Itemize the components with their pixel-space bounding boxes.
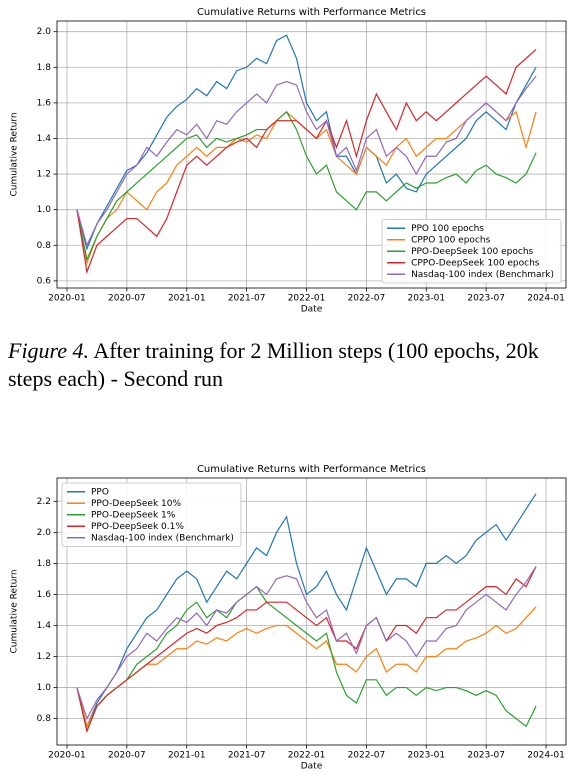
y-tick-label: 0.8	[37, 714, 52, 724]
x-tick-label: 2021-07	[228, 751, 266, 761]
x-tick-label: 2021-07	[228, 294, 266, 304]
chart-title: Cumulative Returns with Performance Metr…	[197, 464, 426, 475]
x-tick-label: 2021-01	[168, 294, 206, 304]
series-line	[76, 566, 537, 734]
series-line	[76, 49, 537, 275]
legend-label: Nasdaq-100 index (Benchmark)	[91, 533, 234, 543]
x-tick-label: 2023-07	[467, 294, 505, 304]
y-tick-label: 1.8	[37, 559, 52, 569]
y-tick-label: 1.0	[37, 205, 52, 215]
legend-label: PPO-DeepSeek 10%	[91, 499, 181, 509]
y-tick-label: 1.6	[37, 590, 52, 600]
y-tick-label: 2.2	[37, 497, 51, 507]
series-line	[76, 585, 537, 734]
y-tick-label: 1.4	[37, 621, 52, 631]
legend-label: PPO-DeepSeek 100 epochs	[411, 247, 533, 257]
x-tick-label: 2023-01	[407, 751, 445, 761]
legend-label: PPO	[91, 487, 109, 497]
chart: Cumulative Returns with Performance Metr…	[10, 7, 567, 315]
x-tick-label: 2022-07	[348, 294, 386, 304]
y-tick-label: 1.4	[37, 134, 52, 144]
series-line	[76, 110, 537, 262]
caption: Figure 4. After training for 2 Million s…	[8, 337, 580, 393]
legend-label: CPPO 100 epochs	[411, 235, 491, 245]
x-tick-label: 2023-01	[407, 294, 445, 304]
x-tick-label: 2020-01	[48, 294, 86, 304]
x-tick-label: 2020-07	[108, 751, 146, 761]
x-axis-label: Date	[301, 305, 323, 315]
chart-title: Cumulative Returns with Performance Metr…	[197, 7, 426, 18]
y-tick-label: 2.0	[37, 528, 52, 538]
caption-label: Figure 4.	[8, 338, 90, 363]
legend: PPO PPO-DeepSeek 10%PPO-DeepSeek 1% PPO-De…	[61, 482, 242, 547]
x-tick-label: 2022-01	[288, 751, 326, 761]
x-tick-label: 2022-07	[348, 751, 386, 761]
legend-frame	[381, 219, 562, 284]
y-axis-label: Cumulative Return	[10, 112, 20, 196]
plot-frame	[56, 477, 567, 746]
x-tick-label: 2024-01	[527, 294, 565, 304]
y-tick-label: 2.0	[37, 27, 52, 37]
y-tick-label: 0.6	[37, 276, 52, 286]
legend-label: CPPO-DeepSeek 100 epochs	[411, 258, 540, 268]
x-tick-label: 2023-07	[467, 751, 505, 761]
series-line	[76, 566, 537, 721]
y-tick-label: 1.2	[37, 652, 51, 662]
y-tick-label: 1.6	[37, 98, 52, 108]
x-tick-label: 2024-01	[527, 751, 565, 761]
x-tick-label: 2020-01	[48, 751, 86, 761]
series-line	[76, 606, 537, 729]
legend-label: Nasdaq-100 index (Benchmark)	[411, 270, 554, 280]
x-tick-label: 2021-01	[168, 751, 206, 761]
y-tick-label: 1.2	[37, 170, 51, 180]
series-line	[76, 34, 537, 251]
x-tick-label: 2020-07	[108, 294, 146, 304]
series-line	[76, 75, 537, 247]
y-tick-label: 0.8	[37, 241, 52, 251]
legend-label: PPO-DeepSeek 0.1%	[91, 522, 184, 532]
y-tick-label: 1.0	[37, 683, 52, 693]
chart: Cumulative Returns with Performance Metr…	[10, 464, 567, 772]
legend-label: PPO-DeepSeek 1%	[91, 510, 176, 520]
legend-frame	[61, 482, 242, 547]
x-axis-label: Date	[301, 762, 323, 772]
y-axis-label: Cumulative Return	[10, 569, 20, 653]
legend-label: PPO 100 epochs	[411, 224, 484, 234]
plot-frame	[56, 20, 567, 289]
series-line	[76, 493, 537, 729]
y-tick-label: 1.8	[37, 63, 52, 73]
caption-text: After training for 2 Million steps (100 …	[8, 338, 539, 391]
x-tick-label: 2022-01	[288, 294, 326, 304]
